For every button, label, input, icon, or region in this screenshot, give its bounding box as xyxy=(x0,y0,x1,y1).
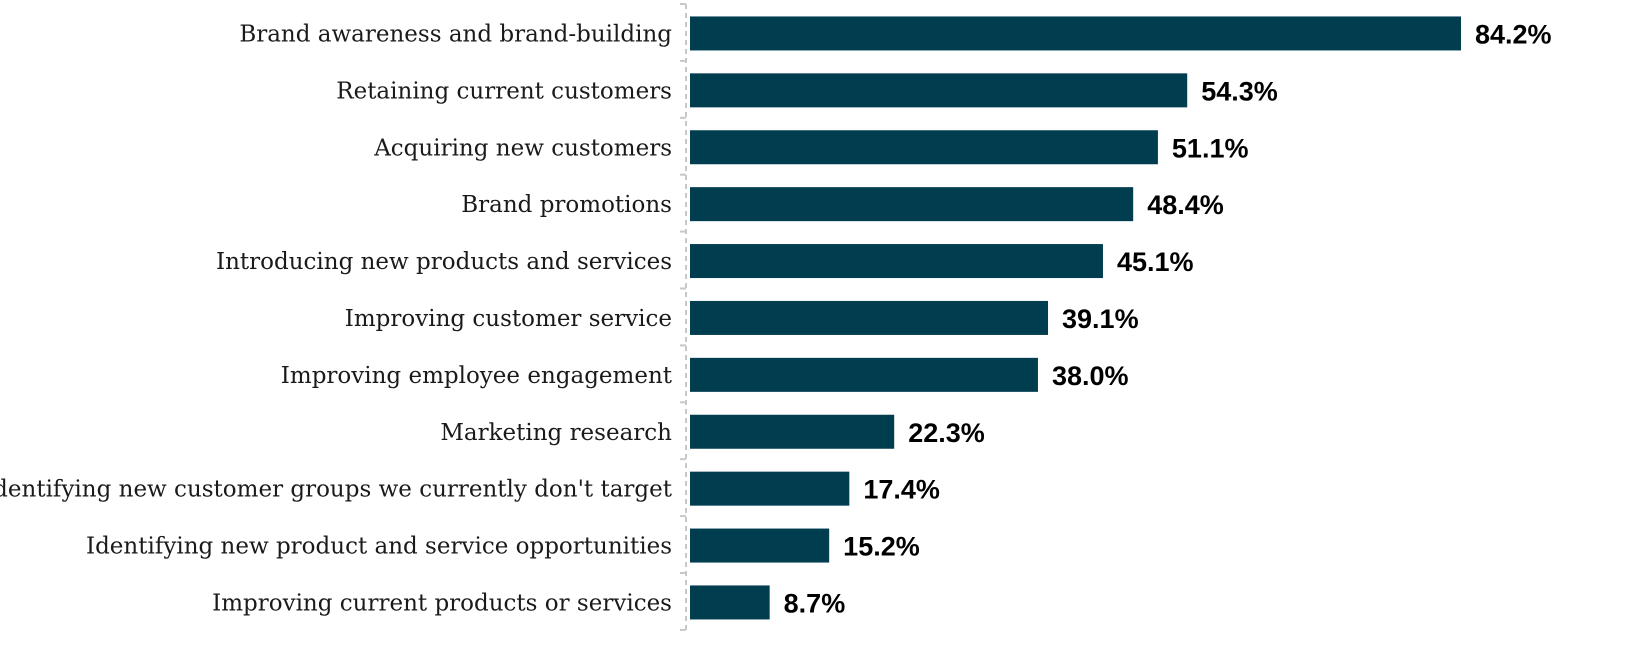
bar xyxy=(690,414,895,449)
category-label: Improving employee engagement xyxy=(281,363,673,389)
bar xyxy=(690,357,1038,392)
value-label: 48.4% xyxy=(1147,190,1224,220)
bar xyxy=(690,300,1049,335)
bar xyxy=(690,187,1134,222)
bar xyxy=(690,471,850,506)
value-label: 17.4% xyxy=(863,475,940,505)
value-label: 15.2% xyxy=(843,532,920,562)
category-label: Marketing research xyxy=(440,420,672,446)
value-label: 38.0% xyxy=(1052,361,1129,391)
category-label: Identifying new product and service oppo… xyxy=(86,534,672,560)
value-label: 8.7% xyxy=(784,588,846,618)
value-labels: 84.2% 54.3% 51.1% 48.4% 45.1% 39.1% 38.0% 22.3%… xyxy=(784,19,1552,618)
value-label: 22.3% xyxy=(908,418,985,448)
category-label: Acquiring new customers xyxy=(373,135,672,161)
category-label: Introducing new products and services xyxy=(216,249,672,275)
category-label: Brand promotions xyxy=(461,192,672,218)
bar xyxy=(690,528,830,563)
category-label: Improving customer service xyxy=(345,306,672,332)
bar xyxy=(690,16,1461,51)
category-labels: Brand awareness and brand-building Retain… xyxy=(0,21,673,616)
value-label: 84.2% xyxy=(1475,19,1552,49)
value-label: 54.3% xyxy=(1201,76,1278,106)
bar xyxy=(690,585,770,620)
y-axis xyxy=(680,3,687,632)
value-label: 51.1% xyxy=(1172,133,1249,163)
bar xyxy=(690,244,1103,279)
category-label: Brand awareness and brand-building xyxy=(239,21,672,47)
category-label: Identifying new customer groups we curre… xyxy=(0,477,673,503)
category-label: Retaining current customers xyxy=(336,78,672,104)
bar xyxy=(690,130,1158,165)
value-label: 39.1% xyxy=(1062,304,1139,334)
bar xyxy=(690,73,1188,108)
bars xyxy=(690,16,1461,620)
category-label: Improving current products or services xyxy=(212,590,672,616)
value-label: 45.1% xyxy=(1117,247,1194,277)
